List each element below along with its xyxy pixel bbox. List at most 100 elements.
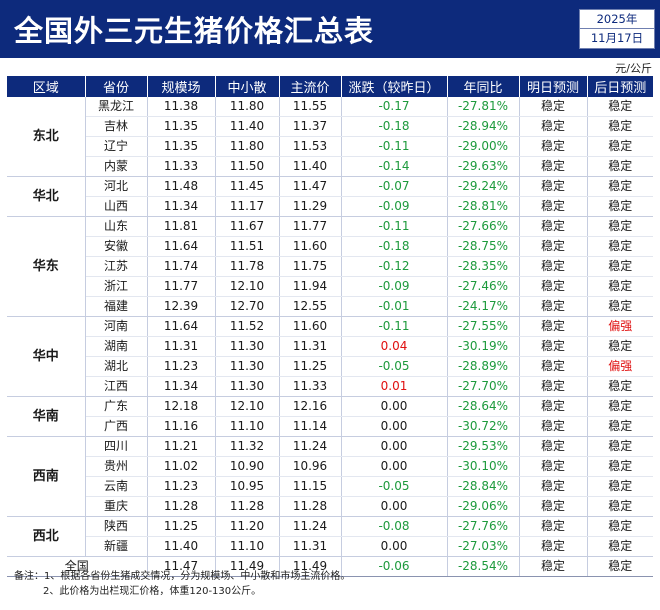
column-header: 主流价 (279, 76, 342, 97)
total-change-cell: -0.06 (341, 556, 448, 578)
table-row: 辽宁 11.35 11.80 11.53 -0.11 -29.00% 稳定 稳定 (7, 136, 653, 158)
province-cell: 河南 (85, 316, 148, 338)
large-cell: 11.25 (147, 516, 216, 538)
small-cell: 10.95 (215, 476, 280, 498)
table-row: 江苏 11.74 11.78 11.75 -0.12 -28.35% 稳定 稳定 (7, 256, 653, 278)
small-cell: 11.30 (215, 356, 280, 378)
main-cell: 11.40 (279, 156, 342, 178)
large-cell: 11.31 (147, 336, 216, 358)
large-cell: 11.81 (147, 216, 216, 238)
change-cell: -0.18 (341, 116, 448, 138)
table-row: 内蒙 11.33 11.50 11.40 -0.14 -29.63% 稳定 稳定 (7, 156, 653, 178)
after-cell: 稳定 (587, 296, 653, 318)
main-cell: 11.31 (279, 536, 342, 558)
after-cell: 稳定 (587, 276, 653, 298)
after-cell: 稳定 (587, 216, 653, 238)
yoy-cell: -28.89% (447, 356, 520, 378)
after-cell: 偏强 (587, 316, 653, 338)
large-cell: 11.40 (147, 536, 216, 558)
tomorrow-cell: 稳定 (519, 436, 588, 458)
small-cell: 12.10 (215, 276, 280, 298)
large-cell: 11.38 (147, 97, 216, 118)
large-cell: 11.33 (147, 156, 216, 178)
province-cell: 湖南 (85, 336, 148, 358)
yoy-cell: -29.24% (447, 176, 520, 198)
yoy-cell: -28.64% (447, 396, 520, 418)
after-cell: 稳定 (587, 496, 653, 518)
small-cell: 11.40 (215, 116, 280, 138)
table-row: 湖南 11.31 11.30 11.31 0.04 -30.19% 稳定 稳定 (7, 336, 653, 358)
table-row: 江西 11.34 11.30 11.33 0.01 -27.70% 稳定 稳定 (7, 376, 653, 398)
tomorrow-cell: 稳定 (519, 97, 588, 118)
total-small-cell: 11.49 (215, 556, 280, 578)
table-row: 西南 四川 11.21 11.32 11.24 0.00 -29.53% 稳定 稳定 (7, 436, 653, 518)
yoy-cell: -28.84% (447, 476, 520, 498)
province-cell: 福建 (85, 296, 148, 318)
table-row: 云南 11.23 10.95 11.15 -0.05 -28.84% 稳定 稳定 (7, 476, 653, 498)
table-row: 华中 河南 11.64 11.52 11.60 -0.11 -27.55% 稳定 偏强 (7, 316, 653, 398)
yoy-cell: -30.10% (447, 456, 520, 478)
small-cell: 11.20 (215, 516, 280, 538)
price-table: 区域 省份 规模场 中小散 主流价 涨跌（较昨日） 年同比 明日预测 后日预测 东北 黑龙江 11.… (7, 76, 653, 578)
change-cell: 0.00 (341, 396, 448, 418)
table-row: 吉林 11.35 11.40 11.37 -0.18 -28.94% 稳定 稳定 (7, 116, 653, 138)
change-cell: -0.11 (341, 316, 448, 338)
unit-label: 元/公斤 (615, 62, 652, 75)
after-cell: 稳定 (587, 396, 653, 418)
tomorrow-cell: 稳定 (519, 496, 588, 518)
column-header: 年同比 (447, 76, 520, 97)
main-cell: 11.75 (279, 256, 342, 278)
main-cell: 11.31 (279, 336, 342, 358)
main-cell: 11.28 (279, 496, 342, 518)
province-cell: 新疆 (85, 536, 148, 558)
main-cell: 11.33 (279, 376, 342, 398)
tomorrow-cell: 稳定 (519, 256, 588, 278)
large-cell: 11.16 (147, 416, 216, 438)
main-cell: 11.14 (279, 416, 342, 438)
province-cell: 黑龙江 (85, 97, 148, 118)
tomorrow-cell: 稳定 (519, 196, 588, 218)
table-row: 山西 11.34 11.17 11.29 -0.09 -28.81% 稳定 稳定 (7, 196, 653, 218)
large-cell: 11.28 (147, 496, 216, 518)
change-cell: -0.01 (341, 296, 448, 318)
main-cell: 11.24 (279, 516, 342, 538)
tomorrow-cell: 稳定 (519, 176, 588, 198)
province-cell: 河北 (85, 176, 148, 198)
table-row: 新疆 11.40 11.10 11.31 0.00 -27.03% 稳定 稳定 (7, 536, 653, 558)
large-cell: 11.34 (147, 196, 216, 218)
change-cell: 0.00 (341, 436, 448, 458)
yoy-cell: -29.53% (447, 436, 520, 458)
after-cell: 稳定 (587, 516, 653, 538)
province-cell: 湖北 (85, 356, 148, 378)
yoy-cell: -27.03% (447, 536, 520, 558)
main-cell: 12.55 (279, 296, 342, 318)
after-cell: 稳定 (587, 336, 653, 358)
province-cell: 云南 (85, 476, 148, 498)
tomorrow-cell: 稳定 (519, 116, 588, 138)
main-cell: 10.96 (279, 456, 342, 478)
large-cell: 11.64 (147, 236, 216, 258)
province-cell: 贵州 (85, 456, 148, 478)
column-header: 规模场 (147, 76, 216, 97)
change-cell: -0.08 (341, 516, 448, 538)
after-cell: 稳定 (587, 416, 653, 438)
small-cell: 11.28 (215, 496, 280, 518)
total-yoy-cell: -28.54% (447, 556, 520, 578)
large-cell: 11.34 (147, 376, 216, 398)
main-cell: 11.53 (279, 136, 342, 158)
tomorrow-cell: 稳定 (519, 456, 588, 478)
after-cell: 稳定 (587, 176, 653, 198)
large-cell: 11.23 (147, 476, 216, 498)
small-cell: 11.10 (215, 416, 280, 438)
large-cell: 11.77 (147, 276, 216, 298)
footnote-1: 备注：1、根据各省份生猪成交情况，分为规模场、中小散和市场主流价格。 (14, 571, 351, 582)
table-row: 西北 陕西 11.25 11.20 11.24 -0.08 -27.76% 稳定 稳定 (7, 516, 653, 558)
change-cell: -0.07 (341, 176, 448, 198)
total-row: 全国 11.47 11.49 11.49 -0.06 -28.54% 稳定 稳定 (7, 556, 653, 578)
small-cell: 12.70 (215, 296, 280, 318)
change-cell: -0.18 (341, 236, 448, 258)
province-cell: 江西 (85, 376, 148, 398)
change-cell: -0.11 (341, 216, 448, 238)
change-cell: 0.01 (341, 376, 448, 398)
tomorrow-cell: 稳定 (519, 276, 588, 298)
